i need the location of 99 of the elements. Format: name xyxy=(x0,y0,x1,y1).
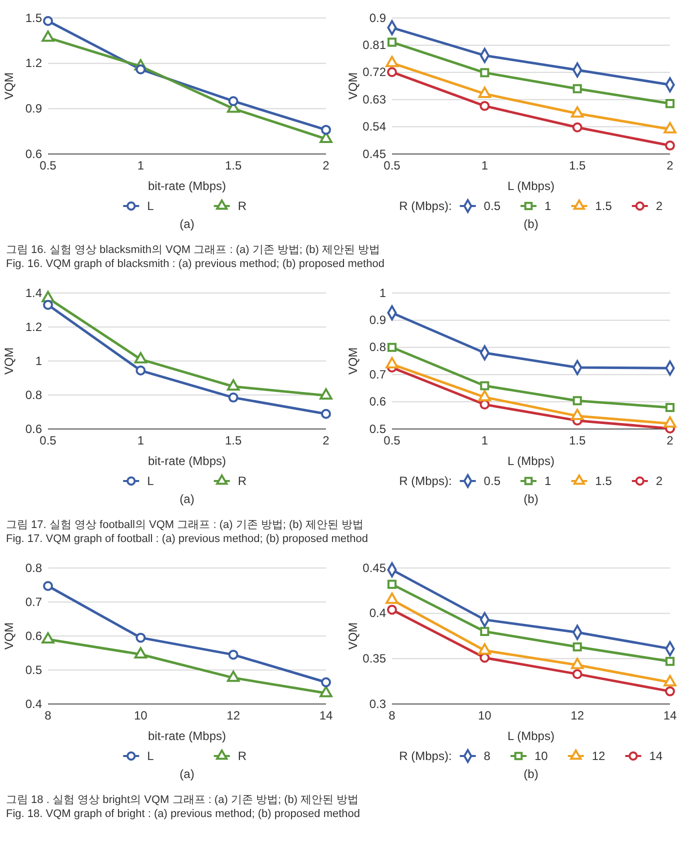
y-tick-label: 0.4 xyxy=(25,696,42,711)
y-tick-label: 0.35 xyxy=(362,652,386,666)
x-tick-label: 2 xyxy=(322,434,330,448)
caption: Fig. 16. VQM graph of blacksmith : (a) previous method; (b) proposed method xyxy=(6,257,386,271)
x-axis-title: L (Mbps) xyxy=(508,729,554,743)
x-tick-label: 12 xyxy=(226,708,240,723)
x-tick-label: 10 xyxy=(134,708,148,723)
y-tick-label: 0.81 xyxy=(362,38,386,52)
x-tick-label: 0.5 xyxy=(384,434,401,448)
x-axis-title: bit-rate (Mbps) xyxy=(148,729,226,743)
x-axis-title: bit-rate (Mbps) xyxy=(148,179,226,193)
y-tick-label: 0.8 xyxy=(369,340,386,354)
y-tick-label: 0.45 xyxy=(362,560,386,575)
legend-label: 2 xyxy=(656,199,663,213)
legend-label: 10 xyxy=(534,749,548,763)
y-axis-title: VQM xyxy=(346,347,360,375)
x-tick-label: 14 xyxy=(663,708,677,723)
legend-label: 0.5 xyxy=(484,199,501,213)
y-tick-label: 0.5 xyxy=(369,422,386,436)
x-tick-label: 1 xyxy=(137,434,144,448)
x-tick-label: 12 xyxy=(570,708,584,723)
text: (a) xyxy=(180,767,194,781)
y-tick-label: 1.5 xyxy=(25,10,42,25)
y-tick-label: 1 xyxy=(35,354,42,368)
y-axis-title: VQM xyxy=(2,72,16,100)
y-tick-label: 1.4 xyxy=(25,286,42,300)
y-tick-label: 0.9 xyxy=(369,10,386,25)
y-tick-label: 0.6 xyxy=(25,422,42,436)
y-tick-label: 1.2 xyxy=(25,56,42,70)
x-tick-label: 1.5 xyxy=(224,158,242,173)
y-axis-title: VQM xyxy=(346,622,360,650)
x-tick-label: 8 xyxy=(44,708,52,723)
x-tick-label: 2 xyxy=(666,434,674,448)
y-tick-label: 0.3 xyxy=(369,696,386,711)
legend-label: 14 xyxy=(649,749,663,763)
x-axis-title: L (Mbps) xyxy=(508,454,554,468)
x-tick-label: 0.5 xyxy=(40,434,57,448)
y-tick-label: 0.5 xyxy=(25,662,42,677)
legend-label: R xyxy=(238,474,247,488)
text: (b) xyxy=(524,217,538,231)
y-axis-title: VQM xyxy=(2,347,16,375)
x-tick-label: 1.5 xyxy=(568,158,586,173)
legend-label: 8 xyxy=(484,749,491,763)
legend-label: 0.5 xyxy=(484,474,501,488)
y-tick-label: 0.7 xyxy=(369,367,386,382)
x-tick-label: 1 xyxy=(137,158,144,173)
y-tick-label: 0.8 xyxy=(25,560,42,575)
caption: Fig. 17. VQM graph of football : (a) previous method; (b) proposed method xyxy=(6,532,369,546)
text: (b) xyxy=(524,492,538,506)
caption: 그림 18 . 실험 영상 bright의 VQM 그래프 : (a) 기존 방법; (b) 제안된 방법 xyxy=(6,793,360,807)
x-axis-title: bit-rate (Mbps) xyxy=(148,454,226,468)
legend-label: 1 xyxy=(544,474,552,488)
y-axis-title: VQM xyxy=(346,72,360,100)
x-tick-label: 1.5 xyxy=(224,434,242,448)
y-tick-label: 0.72 xyxy=(362,65,386,80)
legend-label: 1.5 xyxy=(595,199,612,213)
x-tick-label: 0.5 xyxy=(40,158,57,173)
legend-label: L xyxy=(147,749,154,763)
legend-title: R (Mbps): xyxy=(399,749,452,763)
x-axis-title: L (Mbps) xyxy=(508,179,554,193)
x-tick-label: 8 xyxy=(388,708,396,723)
x-tick-label: 10 xyxy=(478,708,492,723)
x-tick-label: 0.5 xyxy=(384,158,401,173)
x-tick-label: 1 xyxy=(481,158,488,173)
text: (a) xyxy=(180,217,194,231)
y-tick-label: 0.7 xyxy=(25,594,42,609)
x-tick-label: 1 xyxy=(481,434,488,448)
legend-title: R (Mbps): xyxy=(399,199,452,213)
y-tick-label: 1 xyxy=(379,286,386,300)
caption: 그림 16. 실험 영상 blacksmith의 VQM 그래프 : (a) 기존 방법; (b) 제안된 방법 xyxy=(6,243,382,257)
y-tick-label: 0.63 xyxy=(362,92,386,106)
legend-label: 2 xyxy=(656,474,663,488)
text: (a) xyxy=(180,492,194,506)
legend-label: R xyxy=(238,749,247,763)
caption: Fig. 18. VQM graph of bright : (a) previous method; (b) proposed method xyxy=(6,807,362,821)
legend-title: R (Mbps): xyxy=(399,474,452,488)
y-tick-label: 0.4 xyxy=(369,606,386,620)
legend-label: L xyxy=(147,474,154,488)
x-tick-label: 1.5 xyxy=(568,434,586,448)
legend-label: 1.5 xyxy=(595,474,612,488)
y-tick-label: 0.54 xyxy=(362,120,386,134)
legend-label: L xyxy=(147,199,154,213)
y-tick-label: 0.9 xyxy=(25,102,42,116)
text: (b) xyxy=(524,767,538,781)
x-tick-label: 14 xyxy=(319,708,333,723)
y-tick-label: 0.45 xyxy=(362,146,386,161)
y-tick-label: 1.2 xyxy=(25,320,42,334)
x-tick-label: 2 xyxy=(322,158,330,173)
x-tick-label: 2 xyxy=(666,158,674,173)
y-tick-label: 0.6 xyxy=(369,394,386,409)
y-tick-label: 0.6 xyxy=(25,146,42,161)
legend-label: R xyxy=(238,199,247,213)
y-tick-label: 0.9 xyxy=(369,313,386,328)
legend-label: 12 xyxy=(592,749,606,763)
y-axis-title: VQM xyxy=(2,622,16,650)
legend-label: 1 xyxy=(544,199,552,213)
y-tick-label: 0.8 xyxy=(25,388,42,402)
caption: 그림 17. 실험 영상 football의 VQM 그래프 : (a) 기존 방법; (b) 제안된 방법 xyxy=(6,518,365,532)
y-tick-label: 0.6 xyxy=(25,628,42,643)
